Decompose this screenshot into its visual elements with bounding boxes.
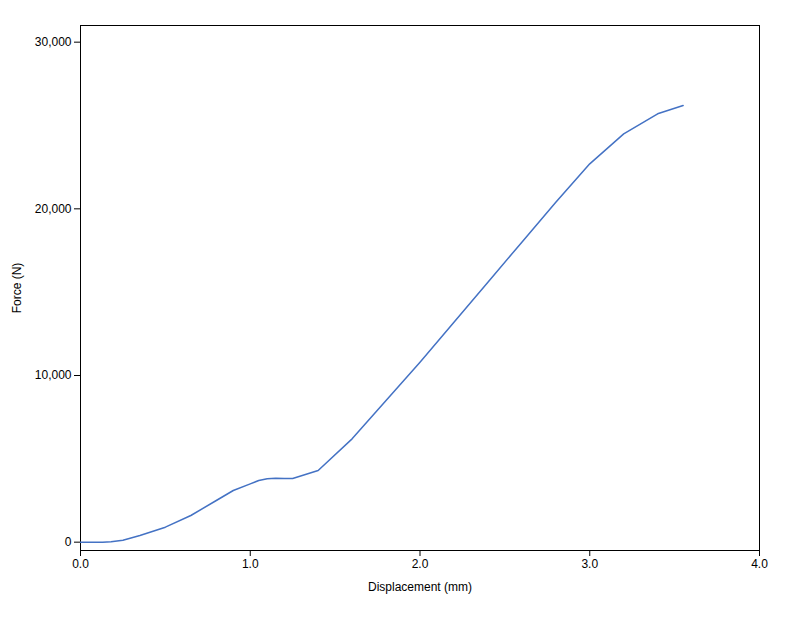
svg-text:Force (N): Force (N) bbox=[10, 263, 24, 314]
svg-text:20,000: 20,000 bbox=[35, 202, 72, 216]
svg-text:2.0: 2.0 bbox=[412, 557, 429, 571]
svg-text:3.0: 3.0 bbox=[581, 557, 598, 571]
svg-text:30,000: 30,000 bbox=[35, 35, 72, 49]
svg-text:0.0: 0.0 bbox=[72, 557, 89, 571]
svg-text:Displacement (mm): Displacement (mm) bbox=[368, 580, 472, 594]
svg-text:4.0: 4.0 bbox=[751, 557, 768, 571]
svg-text:10,000: 10,000 bbox=[35, 368, 72, 382]
svg-text:0: 0 bbox=[65, 535, 72, 549]
svg-text:1.0: 1.0 bbox=[242, 557, 259, 571]
